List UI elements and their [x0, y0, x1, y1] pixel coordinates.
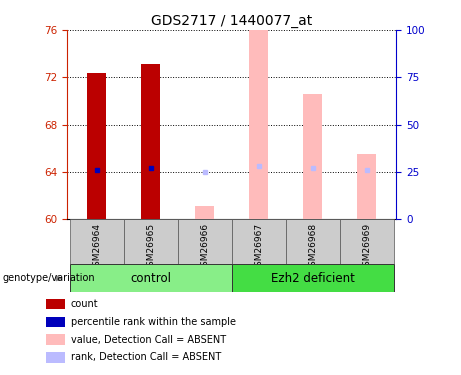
Bar — [231, 219, 286, 264]
Bar — [231, 264, 394, 292]
Bar — [46, 334, 65, 345]
Text: percentile rank within the sample: percentile rank within the sample — [71, 317, 236, 327]
Text: control: control — [130, 272, 171, 285]
Bar — [46, 352, 65, 363]
Bar — [124, 219, 177, 264]
Bar — [70, 264, 231, 292]
Bar — [141, 64, 160, 219]
Bar — [249, 30, 268, 219]
Text: GSM26968: GSM26968 — [308, 223, 317, 272]
Title: GDS2717 / 1440077_at: GDS2717 / 1440077_at — [151, 13, 312, 28]
Text: GSM26966: GSM26966 — [200, 223, 209, 272]
Bar — [87, 73, 106, 219]
Text: GSM26967: GSM26967 — [254, 223, 263, 272]
Bar — [195, 206, 214, 219]
Text: rank, Detection Call = ABSENT: rank, Detection Call = ABSENT — [71, 352, 221, 362]
Bar — [46, 299, 65, 309]
Text: GSM26965: GSM26965 — [146, 223, 155, 272]
Bar — [303, 94, 322, 219]
Bar — [70, 219, 124, 264]
Text: GSM26969: GSM26969 — [362, 223, 371, 272]
Bar — [340, 219, 394, 264]
Bar — [357, 154, 376, 219]
Text: count: count — [71, 299, 99, 309]
Text: genotype/variation: genotype/variation — [2, 273, 95, 283]
Text: GSM26964: GSM26964 — [92, 223, 101, 272]
Text: Ezh2 deficient: Ezh2 deficient — [271, 272, 355, 285]
Bar — [286, 219, 340, 264]
Text: value, Detection Call = ABSENT: value, Detection Call = ABSENT — [71, 334, 226, 345]
Bar — [46, 316, 65, 327]
Bar — [177, 219, 231, 264]
